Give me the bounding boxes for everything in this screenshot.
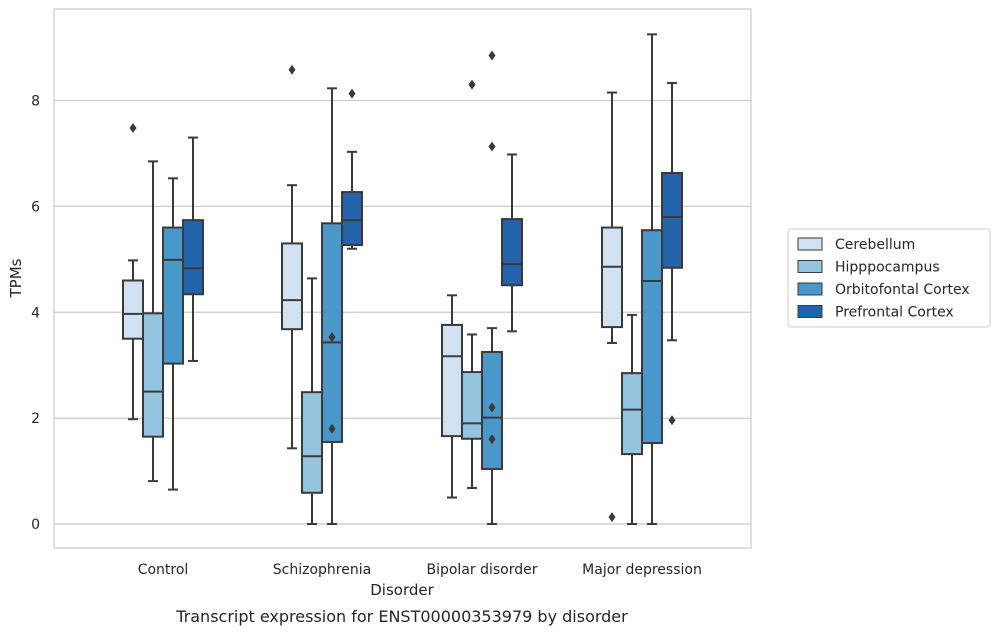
box-cerebellum <box>122 123 144 421</box>
box-body <box>441 323 463 438</box>
y-axis-title: TPMs <box>7 258 25 298</box>
box-body <box>501 218 523 287</box>
legend-swatch <box>797 237 823 251</box>
box-cerebellum <box>601 91 623 523</box>
box-body <box>301 391 323 494</box>
outlier-point <box>608 512 616 523</box>
legend-label: Orbitofontal Cortex <box>835 282 970 298</box>
box-prefrontal-cortex <box>182 136 204 362</box>
legend-label: Cerebellum <box>835 237 915 253</box>
outlier-point <box>328 423 336 434</box>
box-orbitofontal-cortex <box>641 33 663 525</box>
y-tick-label: 0 <box>31 517 40 533</box>
outlier-point <box>288 64 296 75</box>
box-body <box>162 226 184 365</box>
box-orbitofontal-cortex <box>162 177 184 491</box>
box-group <box>122 33 683 525</box>
y-tick-label: 2 <box>31 411 40 427</box>
y-tick-label: 8 <box>31 94 40 110</box>
y-tick-label: 6 <box>31 199 40 215</box>
x-tick-label: Control <box>138 562 189 578</box>
x-tick-label: Schizophrenia <box>273 562 371 578</box>
box-hipppocampus <box>621 313 643 525</box>
box-prefrontal-cortex <box>341 88 363 250</box>
box-cerebellum <box>281 64 303 450</box>
x-tick-label: Bipolar disorder <box>426 562 537 578</box>
legend-label: Hipppocampus <box>835 260 940 276</box>
y-tick-labels: 0 2 4 6 8 <box>31 94 40 534</box>
legend-swatch <box>797 282 823 296</box>
outlier-point <box>129 123 137 134</box>
outlier-point <box>348 88 356 99</box>
x-tick-label: Major depression <box>582 562 702 578</box>
outlier-point <box>468 79 476 90</box>
box-hipppocampus <box>461 79 483 490</box>
box-prefrontal-cortex <box>661 82 683 426</box>
box-body <box>661 172 683 269</box>
box-body <box>122 279 144 340</box>
plot-frame <box>53 8 752 549</box>
y-tick-label: 4 <box>31 305 40 321</box>
x-tick-labels: Control Schizophrenia Bipolar disorder Majo… <box>138 562 702 578</box>
legend: Cerebellum Hipppocampus Orbitofontal Corte… <box>787 228 991 328</box>
legend-swatch <box>797 260 823 273</box>
x-axis-title: Disorder <box>370 581 434 599</box>
outlier-point <box>328 332 336 343</box>
box-body <box>142 312 164 438</box>
outlier-point <box>488 402 496 413</box>
box-prefrontal-cortex <box>501 153 523 333</box>
legend-label: Prefrontal Cortex <box>835 305 954 321</box>
box-hipppocampus <box>142 160 164 483</box>
box-orbitofontal-cortex <box>481 50 503 525</box>
box-orbitofontal-cortex <box>321 87 343 525</box>
box-body <box>601 226 623 329</box>
outlier-point <box>488 141 496 152</box>
box-body <box>182 219 204 296</box>
outlier-point <box>488 434 496 445</box>
box-body <box>281 242 303 331</box>
chart-caption: Transcript expression for ENST0000035397… <box>175 607 628 626</box>
box-body <box>621 372 643 456</box>
box-hipppocampus <box>301 277 323 525</box>
outlier-point <box>488 50 496 61</box>
box-body <box>461 371 483 440</box>
box-body <box>341 191 363 247</box>
box-body <box>641 229 663 445</box>
legend-swatch <box>797 305 823 318</box>
outlier-point <box>668 415 676 426</box>
box-cerebellum <box>441 294 463 499</box>
legend-frame <box>787 228 991 328</box>
